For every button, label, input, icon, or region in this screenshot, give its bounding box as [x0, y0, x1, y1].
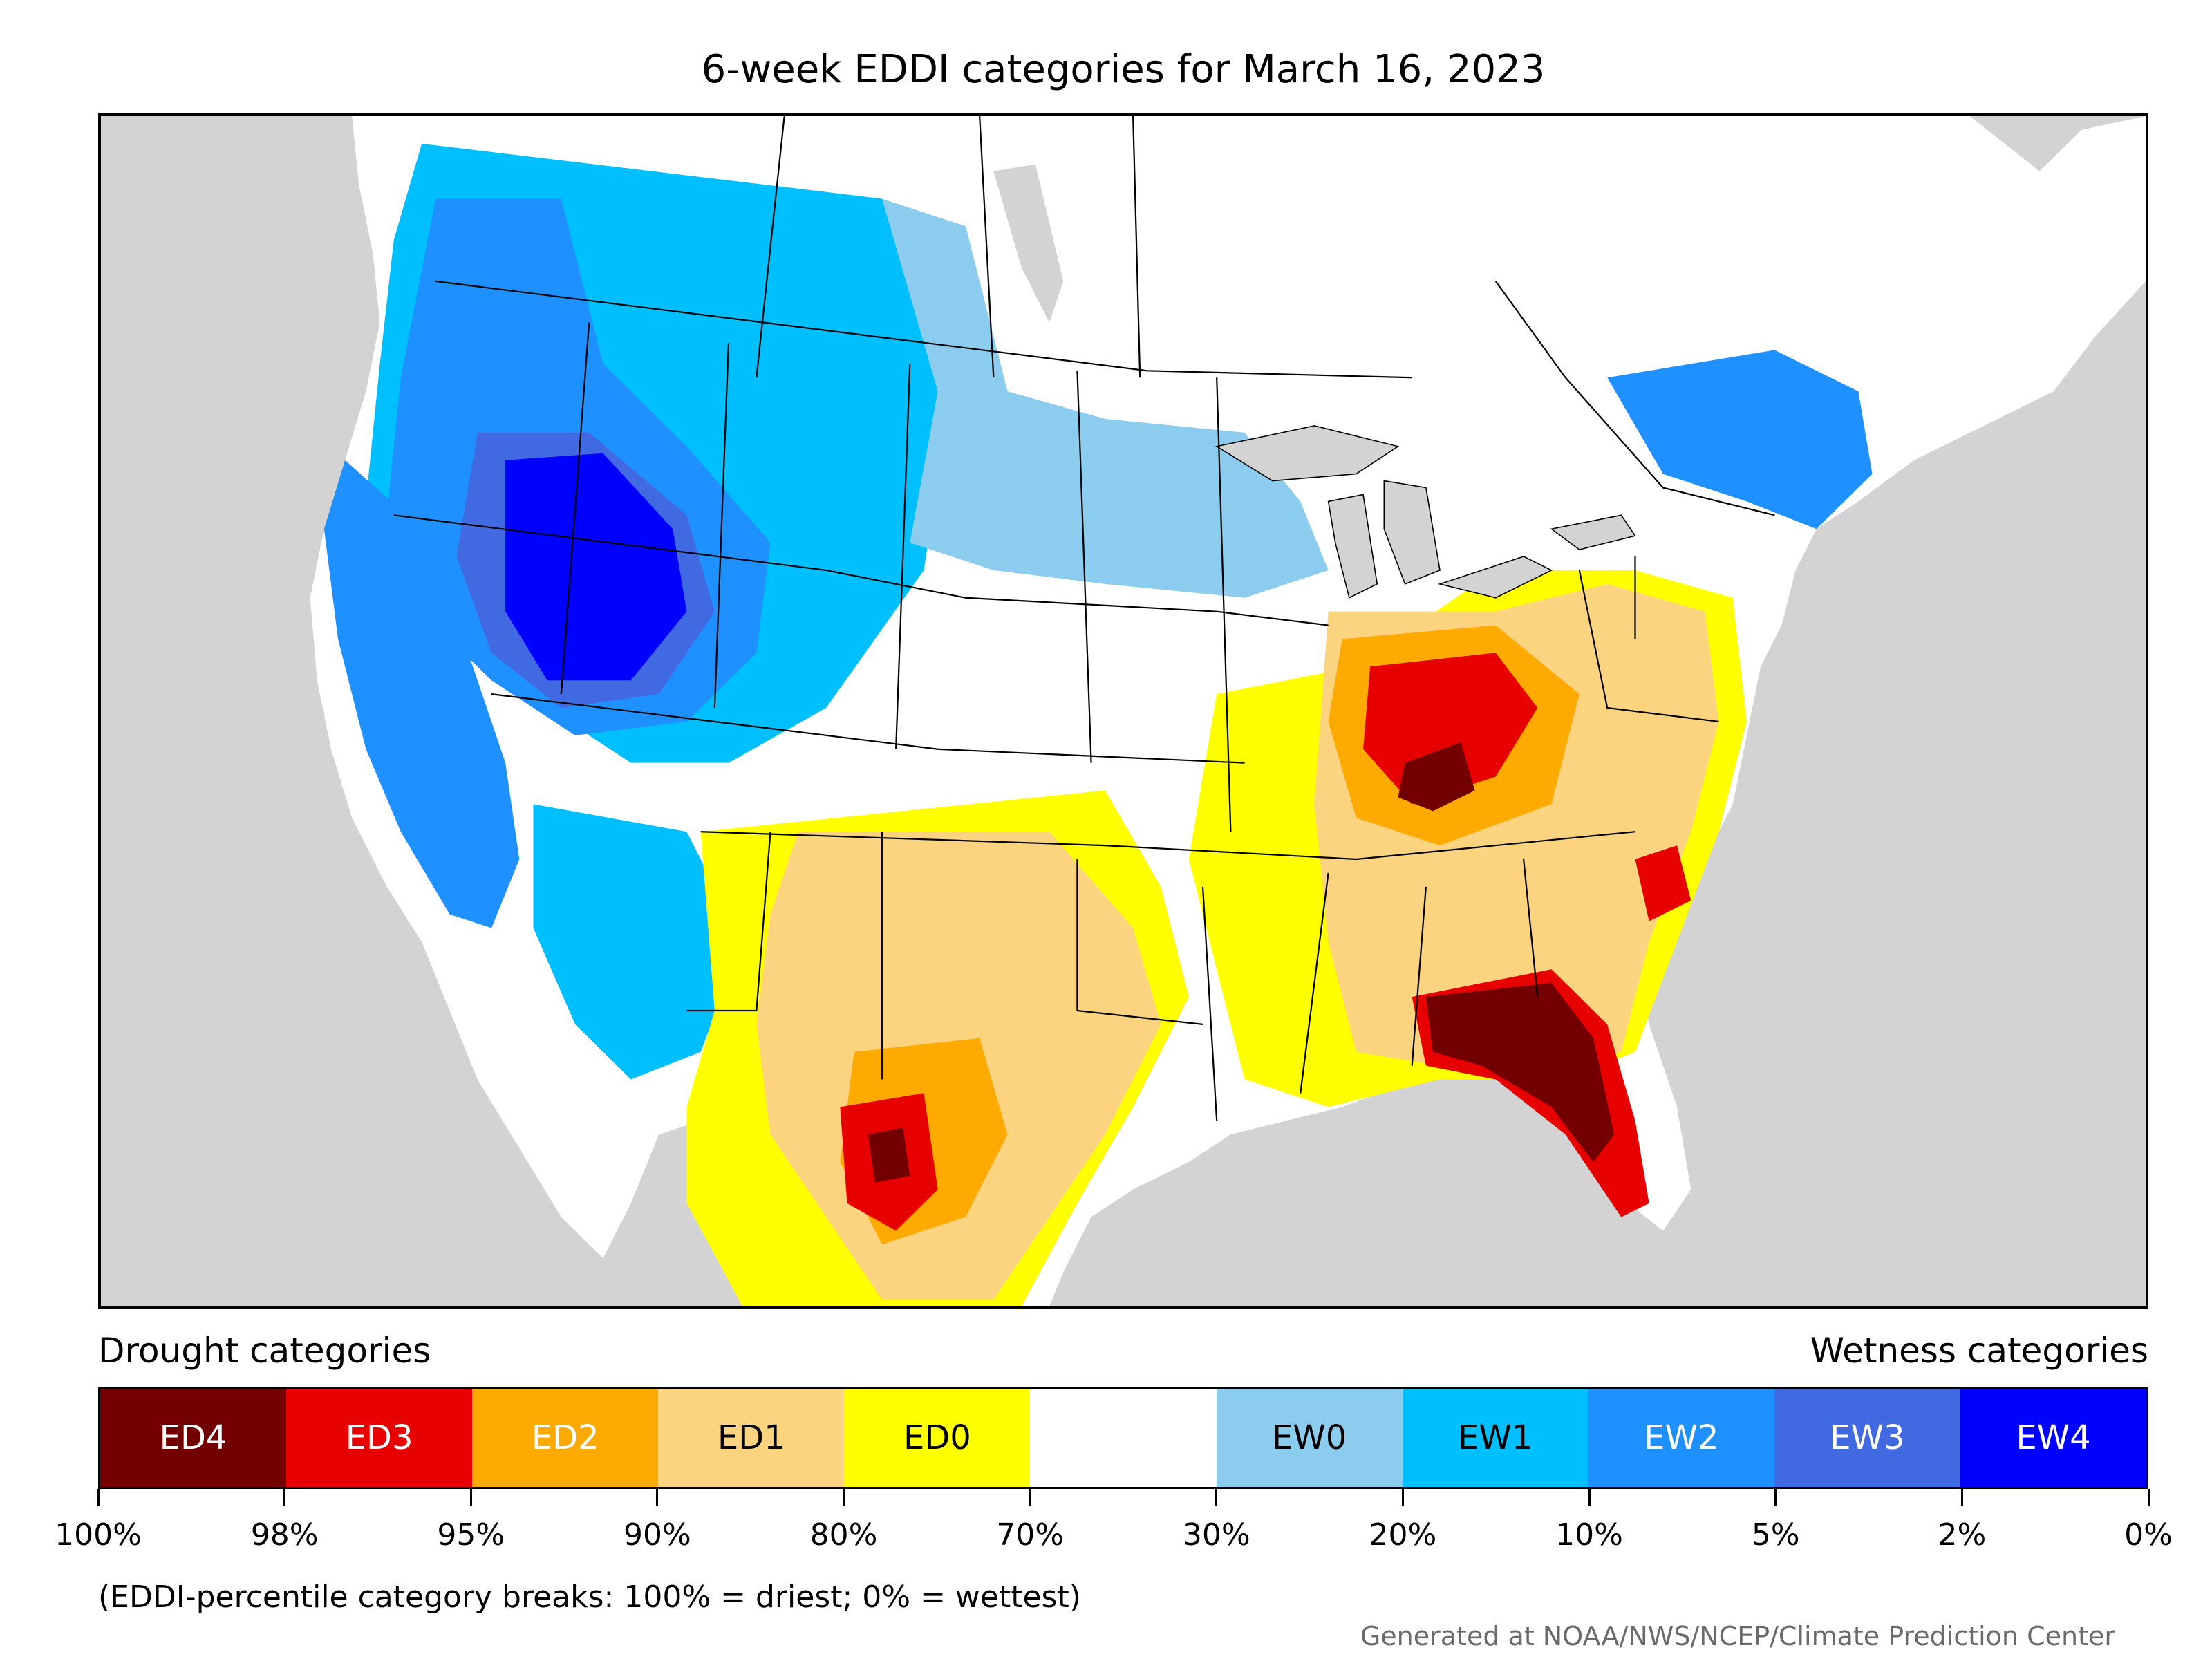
- colorbar-box-ed1: ED1: [658, 1389, 845, 1487]
- wet-california-ew1: [324, 460, 520, 928]
- colorbar-tick: [469, 1489, 472, 1506]
- colorbar-box-ew0: EW0: [1216, 1389, 1403, 1487]
- category-colorbar: ED4 ED3 ED2 ED1 ED0 EW0 EW1 EW2 EW3 EW4: [98, 1387, 2148, 1489]
- colorbar-box-ed4: ED4: [100, 1389, 287, 1487]
- colorbar-tick: [283, 1489, 286, 1506]
- great-lakes: [1215, 425, 1636, 599]
- colorbar-tick: [2147, 1489, 2150, 1506]
- tick-label: 30%: [1182, 1517, 1250, 1553]
- drought-heading: Drought categories: [98, 1331, 431, 1371]
- wet-plains-ew0: [881, 198, 1329, 598]
- tick-label: 5%: [1751, 1517, 1800, 1553]
- tick-label: 98%: [250, 1517, 319, 1553]
- map-title: 6-week EDDI categories for March 16, 202…: [701, 47, 1546, 92]
- colorbar-box-ew4: EW4: [1960, 1389, 2147, 1487]
- drought-kentucky-ed4: [1398, 742, 1475, 812]
- tick-label: 20%: [1369, 1517, 1437, 1553]
- colorbar-tick: [1774, 1489, 1777, 1506]
- map-canvas: [101, 116, 2146, 1306]
- colorbar-ticks: [97, 1489, 2150, 1510]
- colorbar-box-ed0: ED0: [844, 1389, 1031, 1487]
- category-note: (EDDI-percentile category breaks: 100% =…: [98, 1580, 1081, 1615]
- colorbar-box-none: [1030, 1389, 1217, 1487]
- tick-label: 95%: [437, 1517, 505, 1553]
- colorbar-tick: [1401, 1489, 1404, 1506]
- wetness-heading: Wetness categories: [1810, 1331, 2148, 1371]
- colorbar-tick: [843, 1489, 845, 1506]
- colorbar-box-ed3: ED3: [286, 1389, 473, 1487]
- tick-label: 100%: [55, 1517, 142, 1553]
- state-borders: [393, 116, 1775, 1121]
- colorbar-tick: [656, 1489, 659, 1506]
- colorbar-tick: [97, 1489, 100, 1506]
- eddi-map: [98, 113, 2148, 1309]
- tick-label: 10%: [1555, 1517, 1623, 1553]
- colorbar-tick: [1960, 1489, 1963, 1506]
- tick-label: 90%: [624, 1517, 691, 1553]
- drought-florida-ed4: [1425, 983, 1615, 1162]
- colorbar-box-ew3: EW3: [1774, 1389, 1960, 1487]
- colorbar-tick: [1588, 1489, 1591, 1506]
- colorbar-tick: [1215, 1489, 1218, 1506]
- colorbar-tick: [1029, 1489, 1031, 1506]
- colorbar-box-ew1: EW1: [1402, 1389, 1588, 1487]
- inland-water: [993, 164, 1064, 323]
- tick-label: 0%: [2124, 1517, 2173, 1553]
- tick-label: 70%: [996, 1517, 1065, 1553]
- tick-label: 80%: [809, 1517, 878, 1553]
- colorbar-box-ew2: EW2: [1588, 1389, 1774, 1487]
- colorbar-box-ed2: ED2: [472, 1389, 659, 1487]
- drought-carolina-ed3: [1635, 845, 1691, 921]
- credit-line: Generated at NOAA/NWS/NCEP/Climate Predi…: [1360, 1621, 2115, 1651]
- drought-texas-ed4: [868, 1127, 910, 1183]
- wet-west-ew4: [505, 453, 687, 681]
- tick-label: 2%: [1938, 1517, 1987, 1553]
- wet-northeast-ew1: [1607, 350, 1873, 529]
